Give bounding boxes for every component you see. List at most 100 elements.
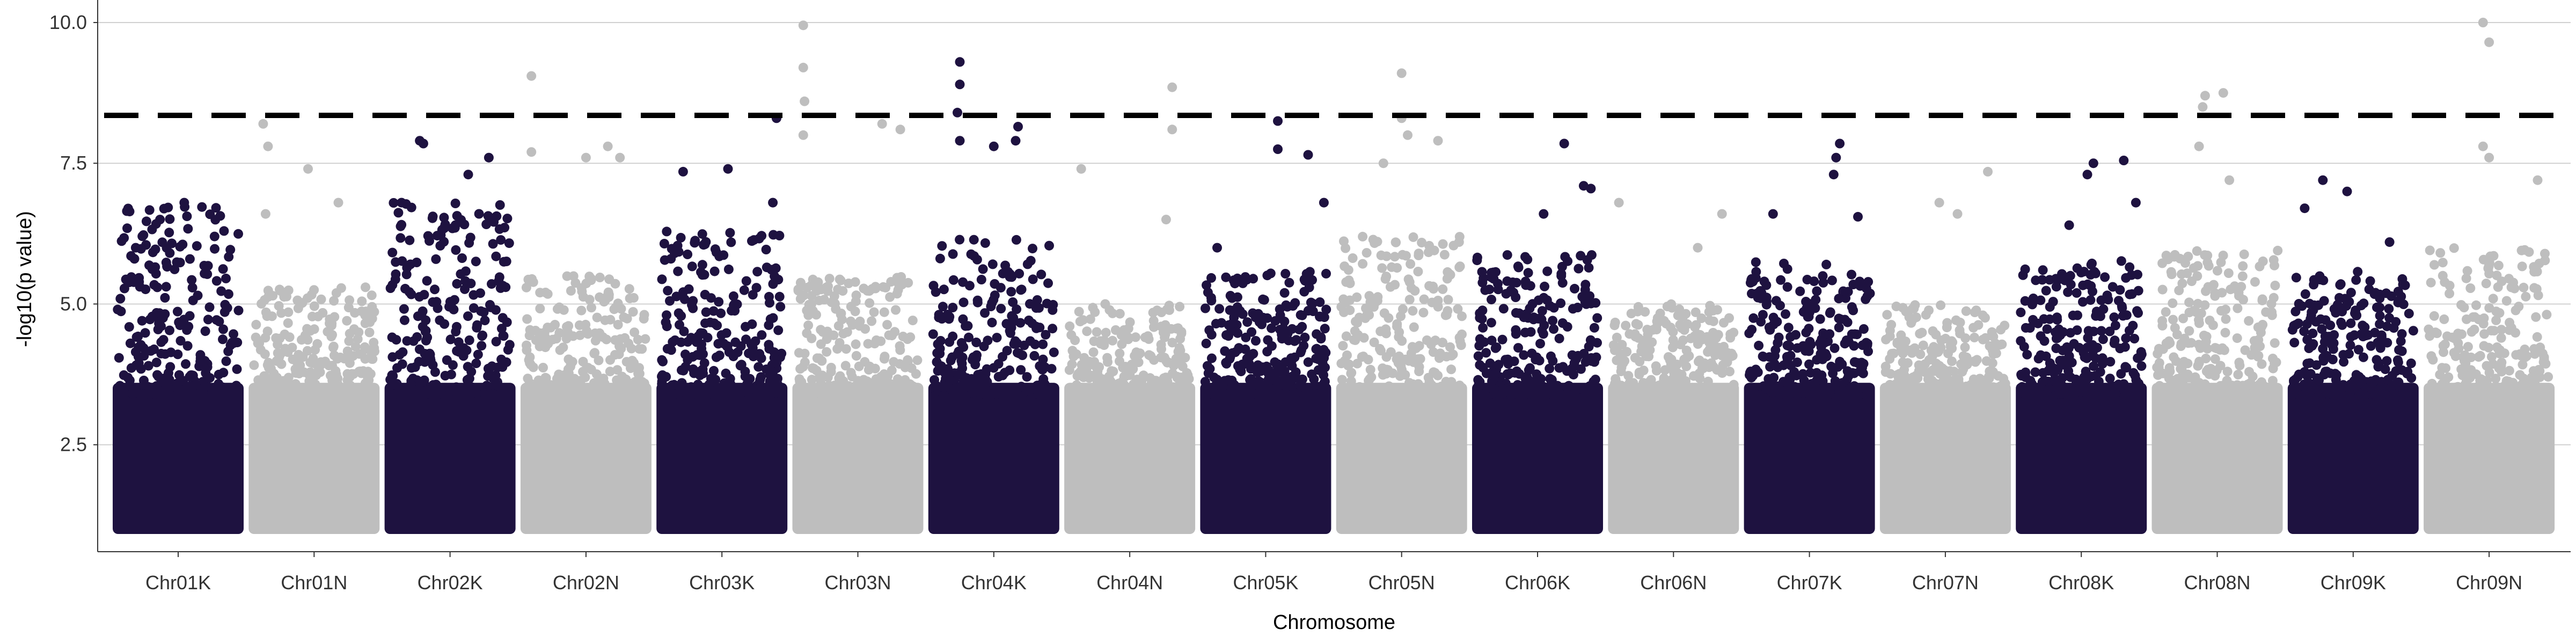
data-point: [535, 304, 545, 313]
data-point: [125, 375, 135, 385]
data-point: [1498, 304, 1509, 314]
data-point: [122, 223, 132, 233]
data-point: [1809, 276, 1819, 287]
data-point: [1502, 250, 1512, 260]
data-point: [1032, 295, 1042, 305]
data-point: [1782, 385, 1792, 396]
data-point: [774, 291, 785, 302]
data-point: [404, 287, 414, 297]
data-point: [949, 385, 960, 394]
data-point: [1414, 341, 1424, 351]
data-point: [2031, 275, 2041, 286]
data-point: [1408, 306, 1418, 316]
data-point: [1000, 388, 1010, 398]
data-point: [1834, 387, 1845, 397]
data-point: [2085, 295, 2096, 305]
data-point: [1319, 378, 1329, 389]
data-point: [2058, 274, 2068, 284]
data-point: [2542, 310, 2552, 320]
data-point: [816, 339, 826, 349]
data-point: [1116, 330, 1126, 340]
data-point: [1005, 269, 1015, 279]
data-point: [1223, 375, 1233, 385]
data-point: [1351, 389, 1361, 399]
data-point: [368, 354, 378, 364]
data-point: [2375, 311, 2385, 321]
data-point: [398, 347, 408, 357]
data-point: [182, 211, 192, 221]
data-point: [1960, 333, 1971, 343]
data-point-peak: [1403, 130, 1413, 140]
data-point: [125, 338, 135, 348]
data-point: [2215, 361, 2226, 371]
data-point: [2429, 260, 2439, 270]
data-point: [2128, 320, 2138, 331]
data-point: [1487, 383, 1497, 393]
data-point: [156, 337, 166, 347]
data-point: [564, 368, 574, 378]
data-point: [166, 347, 176, 357]
data-point: [1799, 376, 1809, 386]
data-point: [2257, 321, 2267, 332]
data-point: [807, 375, 817, 385]
data-point: [2328, 354, 2338, 364]
data-point: [2045, 314, 2055, 324]
data-point: [2100, 272, 2110, 282]
data-point: [2400, 280, 2410, 290]
data-point: [773, 387, 783, 398]
x-tick-label: Chr03N: [824, 572, 891, 594]
data-point: [1804, 324, 1814, 334]
data-point: [1494, 360, 1504, 370]
data-point: [684, 284, 694, 294]
data-point: [2408, 326, 2418, 336]
data-point: [2107, 282, 2118, 292]
data-point: [2426, 277, 2436, 288]
data-point: [1214, 304, 1225, 314]
data-point: [2384, 304, 2394, 314]
data-point: [1960, 342, 1970, 353]
data-point: [2535, 342, 2545, 353]
data-point-peak: [526, 71, 537, 81]
data-point: [1510, 368, 1520, 378]
data-point: [1719, 342, 1729, 352]
data-point: [867, 316, 877, 326]
data-point: [764, 388, 773, 398]
chromosome-series-Chr08K: [2016, 156, 2147, 535]
data-point: [1759, 352, 1769, 362]
data-point: [276, 286, 286, 296]
data-point: [1643, 330, 1653, 340]
y-tick-label: 5.0: [60, 292, 87, 314]
data-point: [946, 355, 956, 365]
data-point: [2055, 355, 2065, 365]
data-point: [2375, 319, 2385, 329]
data-point: [558, 342, 568, 353]
data-point: [1040, 362, 1050, 372]
data-point: [289, 385, 299, 396]
data-point: [2177, 269, 2186, 279]
data-point: [128, 389, 137, 399]
data-point: [1677, 370, 1687, 379]
data-point: [2090, 371, 2101, 381]
data-point: [847, 371, 857, 382]
data-point: [1160, 329, 1170, 339]
data-point: [229, 389, 239, 399]
data-point: [774, 231, 785, 240]
data-point: [1896, 330, 1906, 340]
data-point: [2178, 313, 2188, 324]
data-point: [218, 264, 228, 274]
data-point: [987, 318, 997, 327]
data-point: [1635, 356, 1645, 367]
data-point: [2057, 373, 2067, 383]
data-point: [677, 378, 687, 388]
data-point: [990, 279, 1000, 289]
data-point: [1847, 269, 1856, 280]
data-point: [726, 237, 736, 247]
data-point: [2192, 246, 2202, 256]
data-point: [1837, 359, 1847, 369]
data-point: [1626, 309, 1636, 319]
data-point: [1652, 313, 1663, 323]
data-point: [2493, 260, 2504, 270]
data-point: [1915, 349, 1926, 360]
data-point: [2270, 338, 2280, 348]
data-point: [2366, 341, 2376, 351]
